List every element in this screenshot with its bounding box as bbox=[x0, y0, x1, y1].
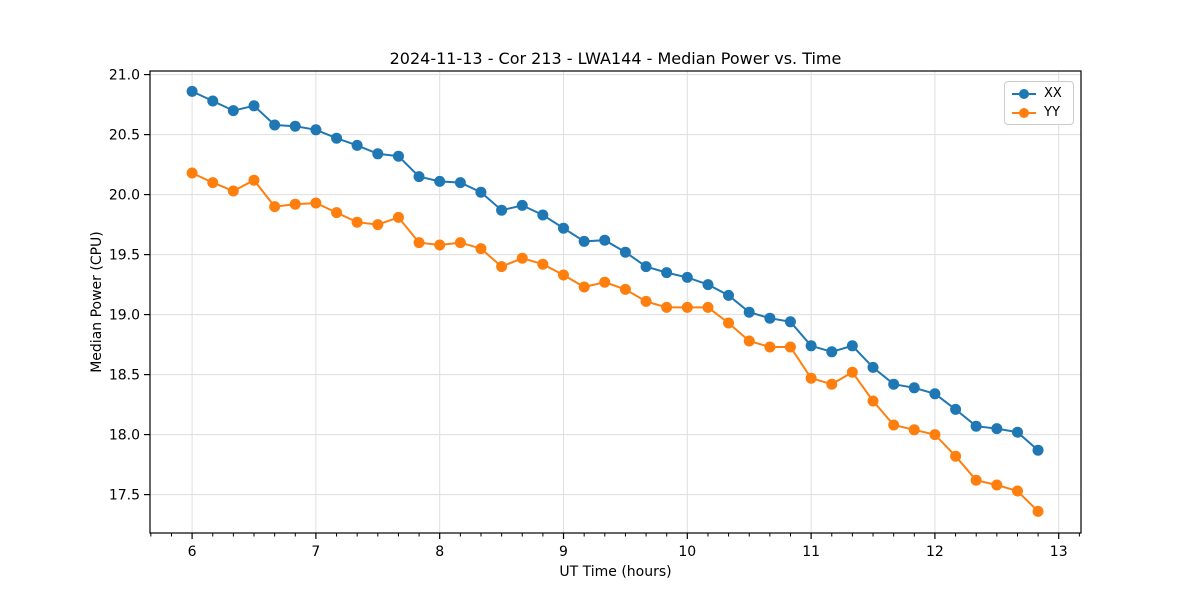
legend-marker bbox=[1012, 88, 1036, 99]
y-axis-label: Median Power (CPU) bbox=[89, 231, 105, 373]
legend-label: XX bbox=[1044, 86, 1062, 101]
svg-text:20.0: 20.0 bbox=[109, 188, 140, 204]
svg-text:7: 7 bbox=[311, 544, 320, 560]
svg-text:6: 6 bbox=[188, 544, 197, 560]
svg-text:18.0: 18.0 bbox=[109, 428, 140, 444]
svg-text:19.5: 19.5 bbox=[109, 248, 140, 264]
x-axis-label: UT Time (hours) bbox=[559, 564, 672, 580]
svg-text:8: 8 bbox=[435, 544, 444, 560]
svg-text:12: 12 bbox=[926, 544, 944, 560]
legend: XX YY bbox=[1004, 81, 1074, 125]
legend-label: YY bbox=[1044, 105, 1060, 120]
svg-text:20.5: 20.5 bbox=[109, 128, 140, 144]
svg-text:9: 9 bbox=[559, 544, 568, 560]
svg-text:19.0: 19.0 bbox=[109, 308, 140, 324]
legend-marker bbox=[1012, 107, 1036, 118]
svg-text:21.0: 21.0 bbox=[109, 68, 140, 84]
legend-item: YY bbox=[1011, 105, 1067, 120]
svg-text:13: 13 bbox=[1050, 544, 1068, 560]
legend-item: XX bbox=[1011, 86, 1067, 101]
svg-text:11: 11 bbox=[802, 544, 820, 560]
svg-text:10: 10 bbox=[678, 544, 696, 560]
svg-text:17.5: 17.5 bbox=[109, 488, 140, 504]
svg-text:18.5: 18.5 bbox=[109, 368, 140, 384]
chart-title: 2024-11-13 - Cor 213 - LWA144 - Median P… bbox=[389, 49, 842, 68]
